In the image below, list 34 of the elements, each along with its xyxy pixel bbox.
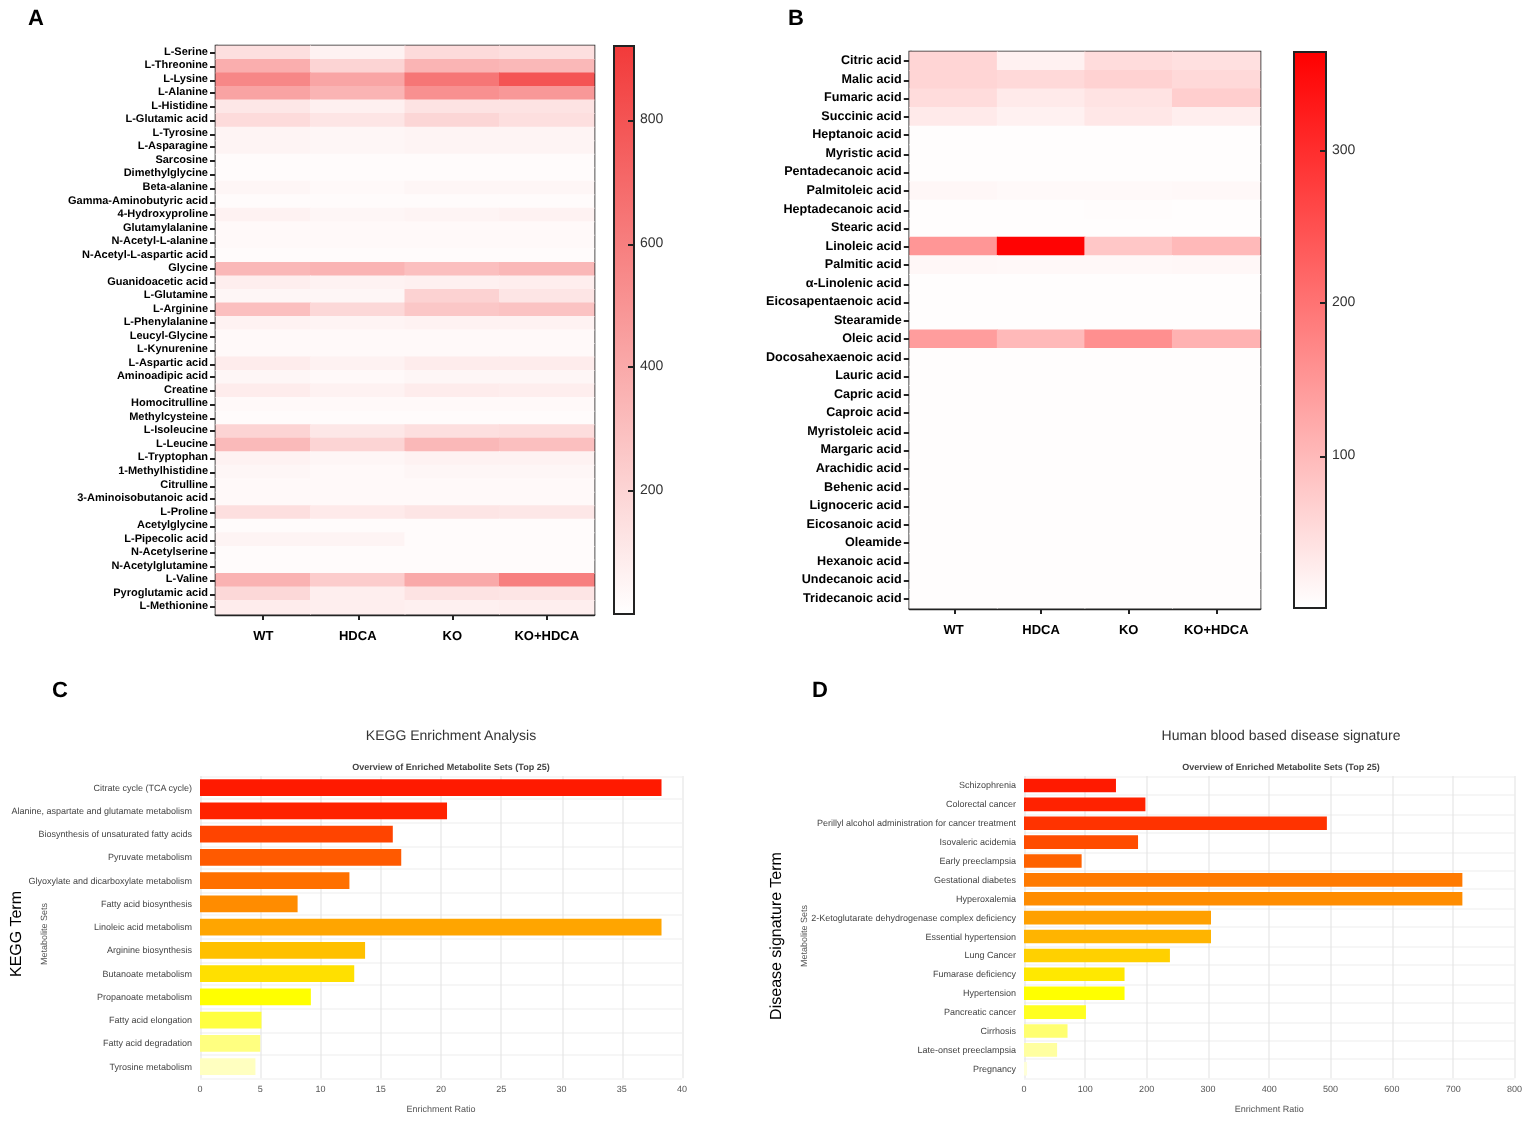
bar: [200, 918, 662, 936]
bar: [200, 988, 311, 1006]
text: C: [52, 679, 68, 703]
bar: [200, 848, 402, 866]
bar: [200, 965, 355, 982]
bar: [1024, 967, 1125, 982]
bar: [1024, 854, 1082, 868]
bar: [200, 779, 662, 796]
text: A: [28, 7, 44, 31]
bar: [1024, 948, 1170, 963]
bar: [1024, 778, 1116, 793]
bar: [1024, 986, 1125, 1001]
bar: [1024, 891, 1463, 906]
bar: [200, 1011, 262, 1029]
bar: [1024, 1043, 1058, 1057]
bar: [200, 941, 366, 959]
bar: [200, 895, 298, 913]
bar: [200, 1058, 256, 1075]
bar: [1024, 1005, 1086, 1019]
bar: [200, 802, 448, 820]
text: B: [788, 7, 804, 31]
bar: [200, 825, 393, 843]
bar: [1024, 797, 1146, 812]
bar: [1024, 1024, 1068, 1038]
bar: [1024, 816, 1327, 831]
bar: [1024, 835, 1139, 849]
bar: [1024, 873, 1463, 887]
bar: [200, 872, 350, 889]
bar: [1024, 910, 1211, 925]
text: Disease signature Term: [767, 851, 785, 1020]
text: KEGG Term: [7, 890, 25, 977]
text: D: [812, 679, 828, 703]
bar: [1024, 929, 1211, 944]
bar: [200, 1034, 261, 1052]
